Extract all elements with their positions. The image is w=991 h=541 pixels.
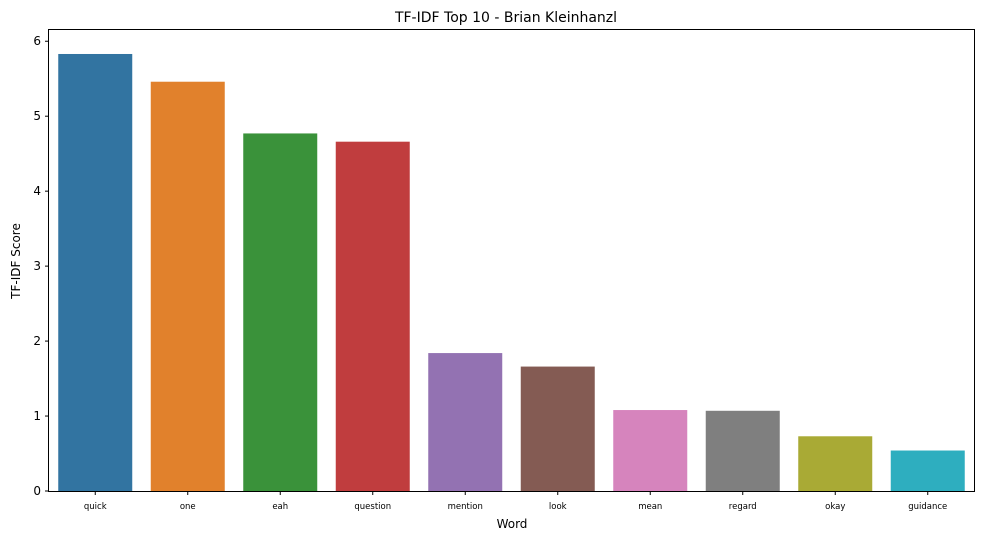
y-tick-label: 5 bbox=[33, 109, 41, 123]
x-tick-label: regard bbox=[729, 502, 757, 512]
y-axis-label: TF-IDF Score bbox=[9, 223, 23, 300]
x-axis-label: Word bbox=[497, 517, 528, 531]
x-tick-label: eah bbox=[272, 502, 288, 512]
x-tick-label: okay bbox=[825, 502, 845, 512]
bar-one bbox=[150, 81, 225, 491]
x-tick-label: guidance bbox=[908, 502, 947, 512]
y-tick-label: 6 bbox=[33, 34, 41, 48]
y-axis-ticks: 0 1 2 3 4 5 6 bbox=[33, 34, 49, 498]
x-tick-label: question bbox=[354, 502, 391, 512]
x-tick-label: mention bbox=[448, 502, 483, 512]
chart-title: TF-IDF Top 10 - Brian Kleinhanzl bbox=[394, 10, 617, 26]
y-tick-label: 4 bbox=[33, 184, 41, 198]
bar-okay bbox=[798, 436, 873, 491]
bars-group bbox=[58, 53, 965, 491]
bar-eah bbox=[243, 133, 318, 491]
y-tick-label: 1 bbox=[33, 409, 41, 423]
x-tick-label: one bbox=[180, 502, 196, 512]
x-tick-label: look bbox=[549, 502, 567, 512]
y-tick-label: 0 bbox=[33, 484, 41, 498]
x-tick-label: mean bbox=[638, 502, 662, 512]
bar-quick bbox=[58, 53, 133, 491]
bar-mean bbox=[613, 410, 688, 491]
plot-frame bbox=[48, 29, 975, 492]
bar-mention bbox=[428, 353, 503, 491]
y-tick-label: 3 bbox=[33, 259, 41, 273]
bar-look bbox=[520, 366, 595, 491]
x-axis-ticks: quick one eah question mention look mean regard… bbox=[84, 491, 947, 512]
bar-regard bbox=[705, 410, 780, 491]
bar-guidance bbox=[890, 450, 965, 491]
x-tick-label: quick bbox=[84, 502, 107, 512]
bar-question bbox=[335, 141, 410, 491]
y-tick-label: 2 bbox=[33, 334, 41, 348]
